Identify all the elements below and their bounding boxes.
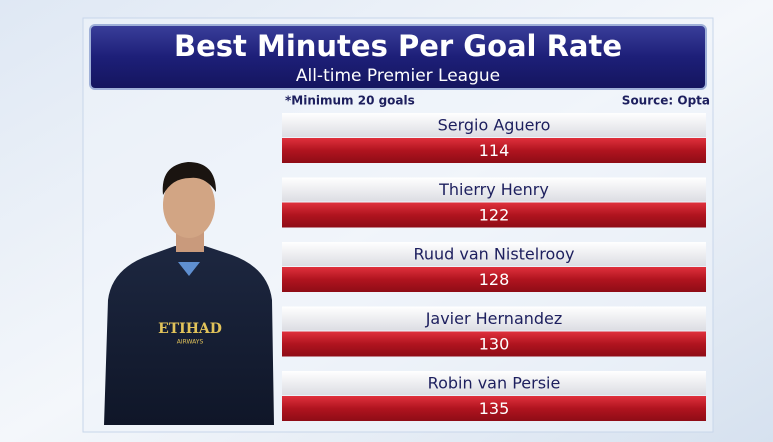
value-bar	[282, 267, 706, 292]
name-bar	[282, 113, 706, 137]
player-name: Javier Hernandez	[425, 309, 563, 328]
rows: Sergio Aguero 114 Thierry Henry 122 Ruud van…	[282, 113, 706, 421]
minutes-per-goal: 128	[479, 270, 510, 289]
player-name: Sergio Aguero	[438, 116, 551, 135]
value-bar	[282, 138, 706, 163]
hair	[162, 162, 216, 195]
name-bar	[282, 306, 706, 331]
name-bar	[282, 177, 706, 202]
collar	[178, 262, 200, 276]
player-name: Thierry Henry	[438, 180, 549, 199]
value-bar	[282, 331, 706, 357]
value-bar	[282, 396, 706, 421]
player-photo: ETIHAD AIRWAYS	[104, 162, 274, 425]
source: Source: Opta	[622, 94, 710, 108]
shirt	[104, 246, 274, 425]
shirt-sponsor-sub: AIRWAYS	[177, 339, 204, 346]
subtitle: All-time Premier League	[296, 66, 500, 86]
value-bar	[282, 202, 706, 228]
note: *Minimum 20 goals	[285, 94, 415, 108]
title-bar	[89, 24, 707, 90]
name-bar	[282, 371, 706, 395]
minutes-per-goal: 122	[479, 206, 510, 225]
minutes-per-goal: 114	[479, 141, 510, 160]
name-bar	[282, 242, 706, 266]
title: Best Minutes Per Goal Rate	[174, 29, 622, 63]
minutes-per-goal: 135	[479, 399, 510, 418]
face	[163, 172, 215, 238]
shirt-sponsor: ETIHAD	[158, 321, 222, 337]
player-name: Robin van Persie	[428, 374, 561, 393]
minutes-per-goal: 130	[479, 335, 510, 354]
player-name: Ruud van Nistelrooy	[413, 245, 574, 264]
